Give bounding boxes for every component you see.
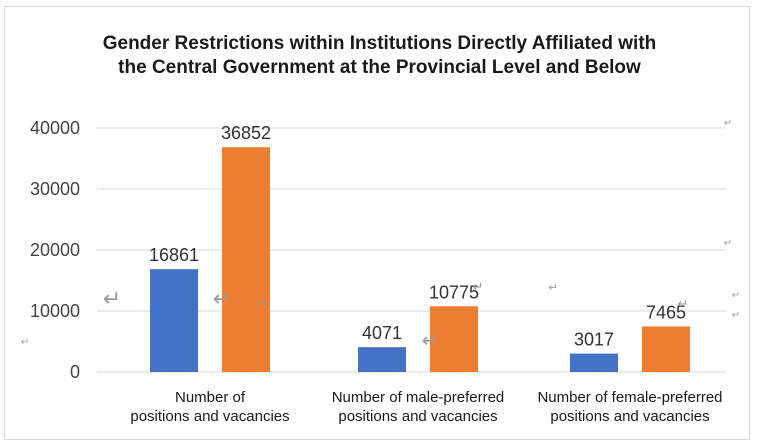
return-arrow-icon: ↵ [258,299,266,310]
return-arrow-icon: ↵ [21,337,29,348]
y-tick-label: 30000 [30,179,80,199]
return-arrow-icon: ↵ [678,297,689,312]
return-arrow-icon: ↵ [732,310,740,321]
category-label: positions and vacancies [130,408,289,425]
category-label: Number of female-preferred [537,389,722,406]
bar [430,306,478,372]
chart-title-line-2: the Central Government at the Provincial… [118,57,641,78]
bar-value-label: 36852 [221,123,271,143]
bar [642,326,690,372]
return-arrow-icon: ↵ [473,280,484,295]
bar-value-label: 16861 [149,245,199,265]
return-arrow-icon: ↵ [724,238,732,249]
y-tick-label: 20000 [30,240,80,260]
bar-value-label: 10775 [429,282,479,302]
return-arrow-icon: ↵ [103,287,121,312]
return-arrow-icon: ↵ [724,118,732,129]
y-tick-label: 40000 [30,118,80,138]
return-arrow-icon: ↵ [732,290,740,301]
bar [570,353,618,372]
return-arrow-icon: ↵ [422,328,439,352]
category-label: positions and vacancies [338,408,497,425]
category-label: positions and vacancies [550,408,709,425]
bar-value-label: 7465 [646,302,686,322]
return-arrow-icon: ↵ [213,287,231,312]
chart-title-line-1: Gender Restrictions within Institutions … [102,33,657,54]
bar [222,147,270,372]
return-arrow-icon: ↵ [548,281,557,294]
bar-value-label: 3017 [574,330,614,350]
bar-value-label: 4071 [362,323,402,343]
bar [150,269,198,372]
y-tick-label: 10000 [30,301,80,321]
bar [358,347,406,372]
category-label: Number of [175,389,246,406]
category-label: Number of male-preferred [332,389,505,406]
y-tick-label: 0 [70,362,80,382]
